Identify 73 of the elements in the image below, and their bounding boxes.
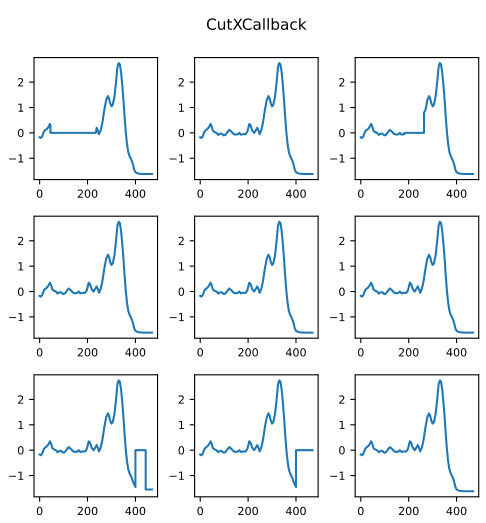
y-tick-label: 2 [339, 395, 344, 404]
x-tick-label: 400 [446, 189, 466, 198]
x-tick-label: 200 [398, 189, 419, 198]
line-series [38, 379, 153, 491]
y-tick-label: 2 [18, 395, 24, 404]
line-series [38, 220, 153, 334]
y-tick-label: 0 [18, 446, 24, 455]
y-tick-label: 1 [18, 262, 24, 270]
y-tick-label: 1 [18, 420, 24, 430]
y-tick-label: −1 [170, 313, 184, 322]
y-tick-label: 1 [340, 420, 344, 430]
y-tick-label: 1 [179, 104, 184, 112]
y-tick-label: 0 [339, 446, 345, 455]
x-tick-label: 0 [197, 506, 204, 516]
x-tick-label: 200 [78, 189, 98, 198]
line-series [360, 220, 474, 334]
y-tick-label: 2 [178, 395, 184, 404]
x-tick-label: 400 [125, 348, 146, 357]
x-tick-label: 200 [398, 506, 419, 516]
y-tick-label: 0 [18, 288, 24, 296]
y-tick-label: −1 [330, 154, 344, 162]
x-tick-label: 400 [446, 506, 466, 516]
x-tick-label: 0 [358, 506, 364, 516]
y-tick-label: −1 [170, 472, 184, 480]
x-tick-label: 400 [125, 189, 146, 198]
x-tick-label: 400 [286, 189, 306, 198]
x-tick-label: 0 [36, 506, 42, 516]
y-tick-label: 1 [340, 104, 344, 112]
y-tick-label: −1 [9, 472, 24, 480]
x-tick-label: 200 [398, 348, 419, 357]
y-tick-label: 1 [340, 262, 344, 270]
x-tick-label: 400 [446, 348, 466, 357]
line-series [360, 379, 474, 492]
y-tick-label: 0 [178, 446, 184, 455]
y-tick-label: 2 [178, 236, 184, 246]
y-tick-label: −1 [330, 472, 344, 480]
x-tick-label: 200 [238, 506, 258, 516]
x-tick-label: 0 [358, 348, 364, 357]
y-tick-label: 2 [339, 78, 344, 86]
y-tick-label: −1 [9, 154, 24, 162]
y-tick-label: 2 [18, 78, 24, 86]
y-tick-label: 2 [339, 236, 344, 246]
y-tick-label: −1 [170, 154, 184, 162]
x-tick-label: 0 [36, 348, 42, 357]
line-series [199, 62, 314, 176]
x-tick-label: 200 [238, 348, 258, 357]
x-tick-label: 0 [197, 189, 204, 198]
x-tick-label: 200 [78, 506, 98, 516]
y-tick-label: 0 [18, 128, 24, 138]
chart-title: CutXCallback [206, 18, 307, 30]
y-tick-label: 0 [178, 288, 184, 296]
y-tick-label: 0 [339, 288, 345, 296]
y-tick-label: 0 [178, 128, 184, 138]
y-tick-label: 1 [18, 104, 24, 112]
y-tick-label: 2 [178, 78, 184, 86]
x-tick-label: 200 [238, 189, 258, 198]
y-tick-label: 0 [339, 128, 345, 138]
x-tick-label: 0 [358, 189, 364, 198]
y-tick-label: 2 [18, 236, 24, 246]
x-tick-label: 400 [286, 506, 306, 516]
y-tick-label: −1 [9, 313, 24, 322]
x-tick-label: 400 [286, 348, 306, 357]
line-series [199, 379, 314, 488]
y-tick-label: 1 [179, 420, 184, 430]
y-tick-label: −1 [330, 313, 344, 322]
y-tick-label: 1 [179, 262, 184, 270]
x-tick-label: 400 [125, 506, 146, 516]
x-tick-label: 0 [36, 189, 42, 198]
x-tick-label: 200 [78, 348, 98, 357]
line-series [199, 220, 314, 334]
line-series [360, 62, 474, 176]
line-series [38, 62, 153, 176]
x-tick-label: 0 [197, 348, 204, 357]
